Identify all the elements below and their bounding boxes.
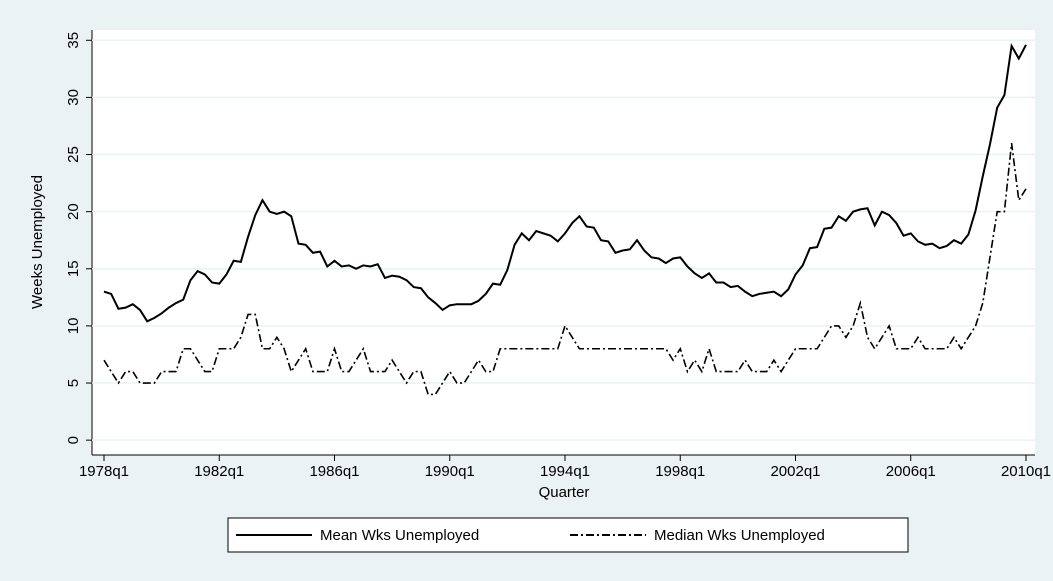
y-tick-label: 20 <box>65 203 82 220</box>
legend <box>227 517 909 553</box>
x-tick-label: 1978q1 <box>79 463 129 480</box>
x-tick-label: 2006q1 <box>886 463 936 480</box>
x-tick-label: 1986q1 <box>309 463 359 480</box>
x-tick-label: 1994q1 <box>540 463 590 480</box>
y-axis-title: Weeks Unemployed <box>29 175 46 309</box>
x-axis-title: Quarter <box>539 484 590 501</box>
y-tick-label: 35 <box>65 32 82 49</box>
legend-label: Mean Wks Unemployed <box>320 527 479 544</box>
x-tick-label: 2010q1 <box>1001 463 1051 480</box>
y-tick-label: 0 <box>65 436 82 444</box>
x-tick-label: 1990q1 <box>425 463 475 480</box>
y-tick-label: 15 <box>65 260 82 277</box>
x-tick-label: 1982q1 <box>194 463 244 480</box>
y-tick-label: 10 <box>65 318 82 335</box>
x-tick-label: 2002q1 <box>770 463 820 480</box>
series-line <box>103 142 1027 396</box>
legend-label: Median Wks Unemployed <box>654 527 825 544</box>
series-line <box>103 42 1027 323</box>
y-tick-label: 30 <box>65 89 82 106</box>
y-tick-label: 5 <box>65 379 82 387</box>
plot-area <box>92 30 1035 455</box>
y-tick-label: 25 <box>65 146 82 163</box>
x-tick-label: 1998q1 <box>655 463 705 480</box>
